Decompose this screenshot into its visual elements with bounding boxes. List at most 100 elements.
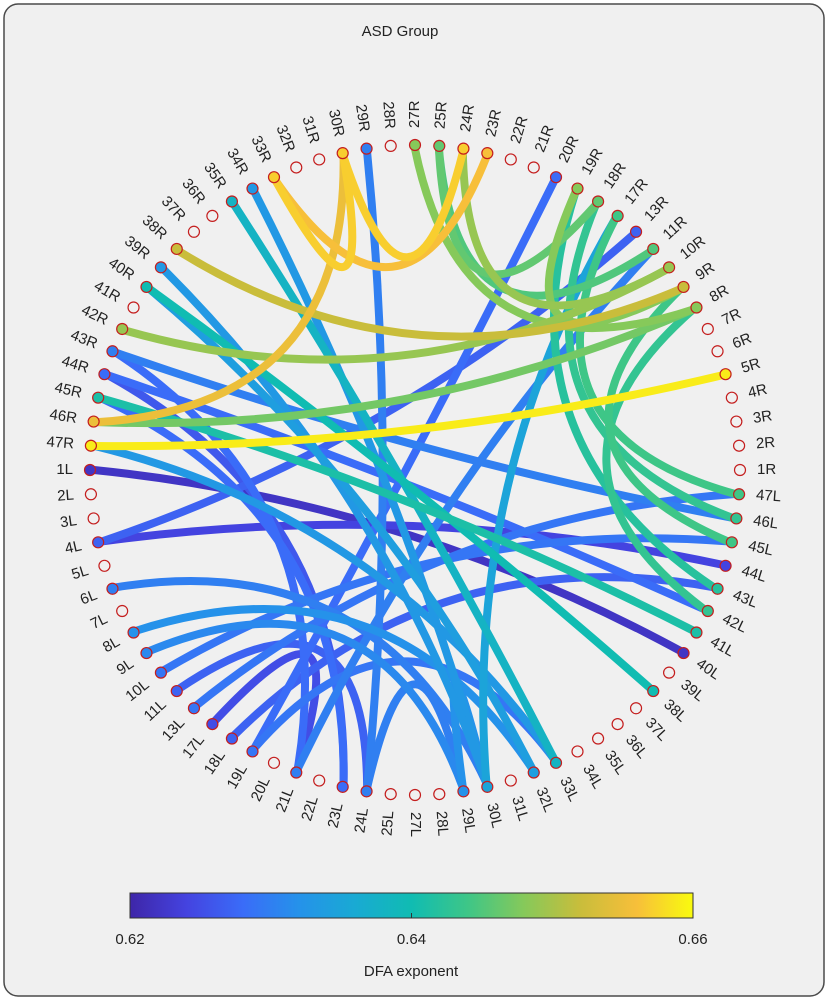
node	[549, 171, 563, 184]
node	[98, 559, 111, 572]
link	[550, 190, 717, 591]
link	[148, 619, 467, 789]
node-label: 29R	[352, 103, 373, 133]
node-label: 28R	[379, 101, 398, 130]
colorbar: 0.62 0.64 0.66	[115, 892, 708, 948]
node	[313, 153, 326, 166]
node	[83, 463, 97, 477]
links	[93, 148, 737, 789]
node	[662, 261, 676, 274]
node	[701, 322, 714, 336]
node	[733, 463, 747, 477]
node	[246, 182, 259, 195]
node-label: 24R	[457, 103, 478, 133]
node	[127, 301, 140, 314]
node	[549, 756, 563, 769]
node	[84, 439, 98, 452]
node	[690, 626, 703, 639]
node-label: 22L	[298, 794, 322, 823]
node	[336, 780, 349, 793]
link	[101, 520, 723, 569]
link	[97, 305, 695, 428]
node-label: 30R	[325, 108, 348, 139]
node	[290, 161, 303, 174]
node	[662, 666, 676, 679]
node	[187, 702, 201, 715]
node	[87, 512, 100, 525]
node	[290, 766, 303, 779]
node	[730, 512, 743, 525]
link	[93, 442, 558, 762]
node	[677, 646, 690, 660]
node-label: 5R	[739, 355, 762, 377]
node-label: 9L	[114, 655, 137, 678]
node	[360, 142, 373, 155]
node	[725, 391, 738, 404]
node	[87, 415, 100, 428]
node	[647, 242, 660, 256]
node-label: 8L	[100, 633, 123, 656]
node	[504, 774, 517, 787]
node	[187, 225, 201, 238]
chart-title: ASD Group	[362, 23, 439, 40]
node	[629, 702, 643, 715]
link	[177, 248, 682, 341]
node	[360, 785, 373, 798]
node	[106, 582, 119, 595]
node	[701, 604, 714, 618]
node	[725, 536, 738, 549]
node	[206, 717, 219, 731]
node	[106, 345, 119, 358]
link	[272, 155, 491, 271]
link	[97, 156, 348, 427]
node	[527, 161, 540, 174]
node	[116, 322, 129, 336]
node	[170, 684, 183, 698]
node	[571, 745, 584, 758]
node-label: 1R	[757, 461, 776, 478]
node-label: 7L	[88, 610, 110, 633]
node-label: 2R	[755, 434, 776, 452]
node-label: 6L	[78, 587, 100, 609]
link	[135, 605, 536, 772]
node	[647, 684, 660, 698]
colorbar-label: DFA exponent	[364, 963, 459, 980]
node-label: 1L	[56, 461, 73, 478]
node	[246, 745, 259, 758]
node	[267, 171, 281, 184]
node-label: 24L	[351, 807, 372, 834]
link	[100, 394, 348, 784]
node-label: 23L	[325, 801, 347, 829]
node	[719, 559, 732, 572]
node	[154, 261, 168, 274]
colorbar-tick-label: 0.62	[115, 931, 144, 948]
link	[161, 267, 491, 785]
node	[611, 209, 624, 223]
node	[611, 717, 624, 731]
node-label: 46L	[752, 512, 779, 533]
node-label: 27L	[407, 812, 424, 837]
node-label: 3R	[752, 407, 774, 427]
node	[225, 195, 239, 208]
node-label: 45L	[747, 537, 775, 559]
node	[711, 345, 724, 358]
node-label: 46R	[48, 406, 78, 427]
node	[408, 788, 422, 802]
link	[147, 285, 653, 692]
node	[408, 138, 422, 152]
node-label: 6R	[730, 330, 754, 353]
link	[251, 179, 558, 750]
node	[336, 147, 349, 160]
link	[250, 190, 491, 785]
node-label: 25L	[379, 810, 398, 836]
node	[711, 582, 724, 595]
node-label: 44L	[739, 562, 768, 586]
colorbar-tick-label: 0.66	[678, 931, 707, 948]
link	[94, 371, 723, 451]
link	[124, 266, 668, 364]
node	[92, 536, 105, 549]
link	[411, 148, 695, 333]
node	[433, 787, 446, 801]
node	[433, 139, 446, 153]
